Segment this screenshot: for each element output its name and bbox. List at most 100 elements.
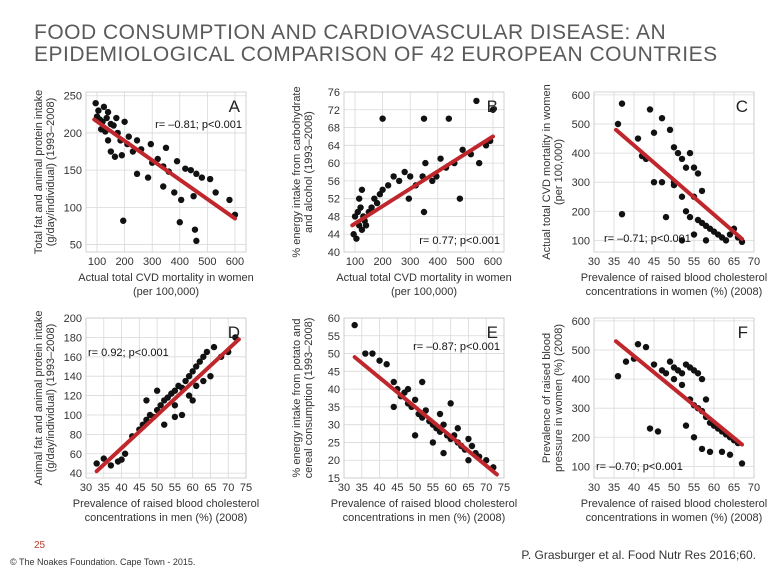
- chart-c-stat-label: r= –0.71; p<0.001: [604, 233, 691, 245]
- chart-f-point: [702, 396, 710, 403]
- chart-d-frame: [85, 317, 247, 479]
- chart-d-point: [193, 382, 200, 390]
- chart-b-point: [357, 204, 364, 211]
- chart-f-point: [678, 381, 686, 389]
- chart-e-ytick-label: 35: [328, 402, 340, 414]
- chart-d-point: [161, 421, 168, 428]
- chart-c-ytick-label: 300: [572, 177, 590, 189]
- chart-e-yaxis-label: % energy intake from potato and: [291, 319, 303, 478]
- chart-f-point: [670, 375, 678, 383]
- chart-d-xtick-label: 75: [240, 482, 252, 494]
- chart-a-point: [173, 158, 181, 165]
- chart-e-stat-label: r= –0.87; p<0.001: [413, 341, 500, 353]
- chart-a-stat-label: r= –0.81; p<0.001: [155, 119, 242, 131]
- chart-e-xtick-label: 70: [480, 482, 492, 494]
- chart-b-ytick-label: 48: [328, 211, 340, 223]
- citation: P. Grasburger et al. Food Nutr Res 2016;…: [521, 548, 756, 562]
- chart-c-yaxis-label: (per 100,000): [553, 139, 565, 205]
- chart-d-xtick-label: 70: [222, 482, 234, 494]
- chart-c-ytick-label: 600: [572, 90, 590, 102]
- chart-d-ytick-label: 180: [64, 332, 82, 344]
- chart-b-point: [445, 115, 453, 122]
- chart-e-panel-letter: E: [487, 323, 498, 342]
- chart-b-xtick-label: 400: [429, 256, 447, 268]
- chart-a-point: [198, 174, 206, 181]
- chart-e-point: [429, 439, 437, 446]
- chart-b-point: [437, 155, 444, 162]
- chart-f-point: [698, 375, 706, 383]
- chart-a-ytick-label: 200: [64, 128, 82, 140]
- chart-d-point: [153, 387, 161, 394]
- chart-b-point: [401, 168, 408, 176]
- chart-panel-d: 30 35 40 45 50 55 60 65 70 75 40 60 80 100 120 140 160 18…: [4, 310, 259, 545]
- chart-e-ytick-label: 60: [328, 313, 340, 325]
- chart-a-point: [154, 155, 161, 163]
- chart-e-point: [411, 396, 419, 403]
- chart-e-xtick-label: 30: [338, 482, 350, 494]
- chart-e-ytick-label: 50: [328, 349, 340, 361]
- chart-f: 30 35 40 45 50 55 60 65 70 100 200 300 400 500 600 Fr= …: [541, 316, 767, 524]
- chart-d-ytick-label: 60: [70, 449, 82, 461]
- chart-d-xaxis-label: Prevalence of raised blood cholesterol: [73, 498, 260, 510]
- chart-e-ytick-label: 20: [328, 455, 340, 467]
- chart-a-point: [182, 165, 189, 172]
- chart-a-yaxis-label: Total fat and animal protein intake: [33, 90, 45, 255]
- chart-a-point: [104, 108, 112, 116]
- chart-e-point: [465, 457, 472, 464]
- chart-e-xaxis-label: Prevalence of raised blood cholesterol: [331, 498, 518, 510]
- chart-c-ytick-label: 500: [572, 119, 590, 131]
- chart-a-point: [147, 140, 155, 148]
- chart-a-xtick-label: 400: [171, 256, 189, 268]
- chart-b-panel-letter: B: [487, 97, 498, 116]
- chart-a-xtick-label: 600: [226, 256, 244, 268]
- chart-f-point: [682, 422, 690, 429]
- chart-a-xtick-label: 200: [115, 256, 133, 268]
- chart-c-xtick-label: 45: [648, 256, 660, 268]
- chart-c-xtick-label: 30: [588, 256, 600, 268]
- chart-a-point: [103, 114, 110, 122]
- chart-d: 30 35 40 45 50 55 60 65 70 75 40 60 80 100 120 140 160 18…: [33, 311, 259, 524]
- chart-a-point: [125, 133, 132, 140]
- chart-b-point: [358, 226, 366, 233]
- chart-e-xtick-label: 45: [391, 482, 403, 494]
- chart-e-point: [419, 378, 426, 386]
- chart-b-point: [353, 235, 360, 242]
- chart-c-ytick-label: 200: [572, 206, 590, 218]
- chart-f-ytick-label: 600: [572, 316, 590, 328]
- chart-e-frame: [343, 317, 505, 479]
- chart-b-point: [422, 159, 429, 167]
- chart-d-point: [93, 460, 100, 467]
- chart-d-point: [121, 450, 129, 457]
- chart-a: 100 200 300 400 500 600 50 100 150 200 250 Ar= –0.8…: [33, 90, 254, 298]
- chart-a-point: [110, 122, 117, 129]
- chart-a-point: [176, 219, 183, 226]
- chart-b-point: [379, 186, 386, 193]
- chart-c-point: [678, 155, 686, 163]
- chart-d-point: [200, 353, 207, 360]
- chart-d-point: [107, 462, 115, 469]
- chart-b: 100 200 300 400 500 600 40 44 48 52 56 60 64 68 72 76 Br…: [291, 86, 512, 298]
- chart-a-point: [113, 114, 120, 122]
- chart-f-ytick-label: 200: [572, 432, 590, 444]
- chart-b-xtick-label: 100: [346, 256, 364, 268]
- chart-b-xtick-label: 500: [456, 256, 474, 268]
- chart-c-point: [646, 106, 654, 113]
- chart-c-ytick-label: 400: [572, 148, 590, 160]
- chart-f-point: [678, 370, 686, 377]
- chart-c-point: [690, 231, 698, 238]
- chart-e-trendline: [352, 355, 499, 477]
- chart-c-xtick-label: 70: [748, 256, 760, 268]
- chart-a-point: [193, 237, 200, 245]
- chart-d-xtick-label: 40: [115, 482, 127, 494]
- chart-e-point: [440, 421, 447, 428]
- chart-a-point: [160, 183, 167, 190]
- chart-c: 30 35 40 45 50 55 60 65 70 100 200 300 400 500 600 Cr= …: [541, 84, 767, 298]
- chart-b-ytick-label: 56: [328, 176, 340, 188]
- chart-b-ytick-label: 76: [328, 87, 340, 99]
- chart-f-point: [650, 361, 658, 368]
- chart-e-xaxis-label: concentrations in men (%) (2008): [343, 512, 506, 524]
- chart-f-xtick-label: 60: [708, 482, 720, 494]
- chart-b-ytick-label: 72: [328, 105, 340, 117]
